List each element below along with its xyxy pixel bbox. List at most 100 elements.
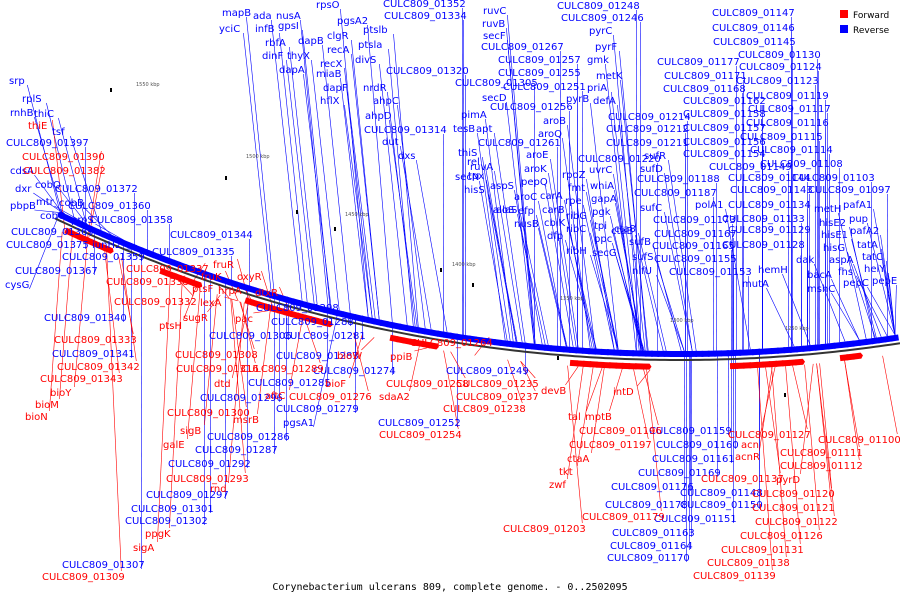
gene-label: aspA [829,255,854,266]
gene-label: ptslb [363,25,388,36]
gene-label: pepE [872,276,897,287]
gene-label: thiE [28,121,47,132]
gene-label: cbiK [544,218,566,229]
gene-label: CULC809_01108 [760,159,843,170]
leader-line [882,355,898,435]
gene-label: CULC809_01144 [728,173,811,184]
leader-line [237,258,251,305]
leader-line [313,310,339,428]
gene-label: pyrB [566,94,589,105]
gene-label: ruvA [470,162,493,173]
gene-label: CULC809_01358 [90,215,173,226]
leader-line [289,46,318,305]
gene-label: CULC809_01287 [195,445,278,456]
gene-label: CULC809_01150 [680,500,763,511]
marker-tick [334,227,336,231]
gene-label: CULC809_01139 [693,571,776,582]
leader-line [231,298,247,408]
gene-label: ahpD [365,111,392,122]
legend-reverse-swatch [840,25,848,33]
forward-gene-arrow [191,279,203,289]
leader-line [586,367,603,412]
gene-label: CULC809_01103 [792,173,875,184]
gene-label: CULC809_01279 [276,404,359,415]
gene-label: CULC809_01158 [683,109,766,120]
gene-label: pyrF [595,42,617,53]
forward-gene-arrow [428,342,439,350]
gene-label: CULC809_01256 [490,102,573,113]
gene-label: hemH [758,265,788,276]
gene-label: cobB [59,198,84,209]
tick-label: 1350 kbp [560,296,584,302]
gene-label: CULC809_01121 [752,503,835,514]
gene-label: CULC809_01367 [15,266,98,277]
gene-label: tsf [52,127,65,138]
gene-label: CULC809_01100 [818,435,900,446]
leader-line [849,226,875,338]
leader-line [568,226,597,349]
gene-label: ptsF [192,284,213,295]
gene-label: CULC809_01382 [23,166,106,177]
gene-label: CULC809_01159 [649,426,732,437]
gene-label: cta8 [614,224,636,235]
leader-line [548,172,577,348]
gene-label: acnR [735,452,760,463]
gene-label: CULC809_01301 [131,504,214,515]
gene-label: thyX [287,51,310,62]
gene-label: rpsO [316,0,340,11]
leader-line [187,288,201,440]
gene-label: CULC809_01138 [707,558,790,569]
gene-label: nusB [514,219,539,230]
leader-line [340,8,369,318]
gene-label: cdsA [10,166,34,177]
leader-line [95,223,124,241]
gene-label: CULC809_01246 [561,13,644,24]
leader-line [831,278,860,341]
leader-line [814,263,846,342]
leader-line [590,254,619,350]
kbp-tick-labels: 1550 kbp 1500 kbp 1450 kbp 1400 kbp 1350 kbp… [136,82,809,332]
gene-label: gapA [591,194,617,205]
leader-line [34,116,63,213]
gene-label: CULC809_01143 [730,185,813,196]
gene-label: CULC809_01156 [683,137,766,148]
gene-label: iunH2 [92,240,121,251]
leader-line [853,263,882,338]
gene-label: CULC809_01124 [739,62,822,73]
gene-label: nrdR [363,83,387,94]
gene-label: pafA1 [843,200,872,211]
gene-label: bacA [807,270,832,281]
leader-line [635,234,664,351]
leader-line [361,337,375,351]
leader-line [106,251,122,572]
gene-label: CULC809_01333 [54,335,137,346]
gene-label: CULC809_01283 [276,351,359,362]
leader-line [479,180,508,341]
leader-line [577,367,594,467]
gene-label: CULC809_01177 [657,57,740,68]
gene-label: CULC809_01360 [68,201,151,212]
leader-line [638,232,667,351]
gene-label: CULC809_01342 [57,362,140,373]
leader-line [303,73,332,309]
gene-label: priA [587,83,607,94]
gene-label: carB [542,205,565,216]
gene-label: CULC809_01297 [146,490,229,501]
leader-line [507,359,523,404]
gene-label: secD [482,93,507,104]
leader-line [514,189,543,345]
gene-label: pgk [592,207,611,218]
gene-label: tpx [468,171,484,182]
leader-line [74,243,88,388]
gene-label: pyrD [776,475,800,486]
leader-line [804,364,820,531]
gene-label: fmt [568,183,585,194]
leader-line [477,132,506,341]
gene-label: ptsH [159,321,182,332]
gene-label: srp [9,76,25,87]
leader-line [494,132,526,343]
gene-label: aroE [526,150,548,161]
gene-label: defA [593,96,616,107]
gene-label: infB [255,24,275,35]
gene-label: thiC [34,109,54,120]
